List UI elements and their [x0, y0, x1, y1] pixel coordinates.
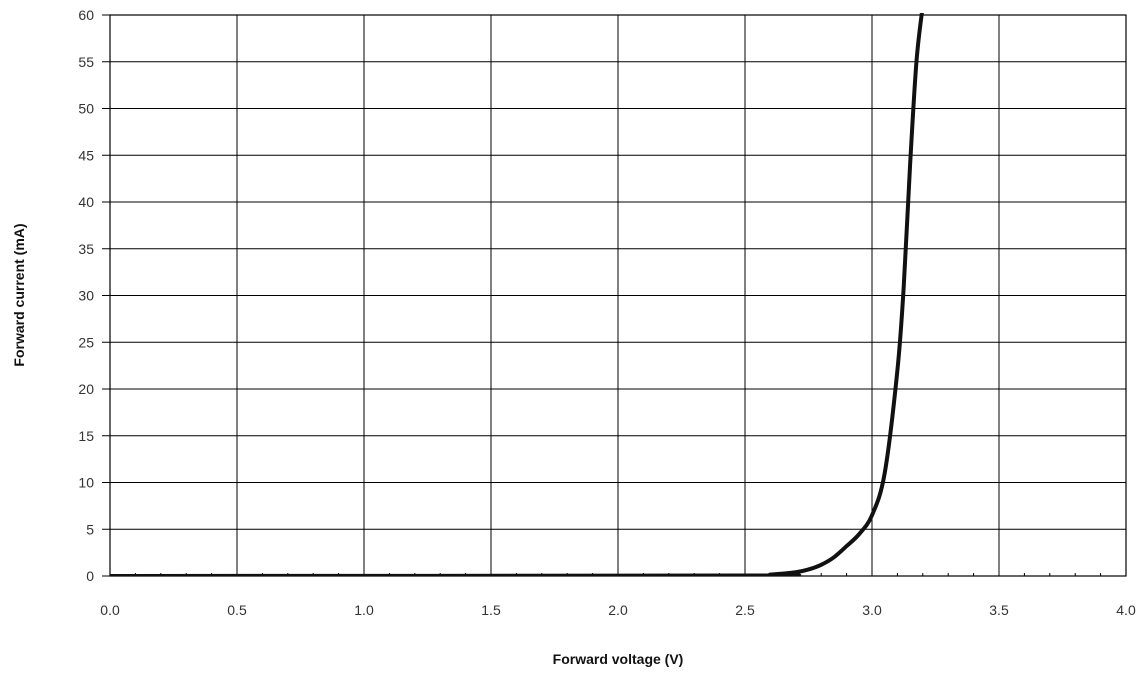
y-axis-title: Forward current (mA) — [11, 223, 27, 366]
y-tick-label: 10 — [78, 475, 94, 491]
y-tick-label: 50 — [78, 101, 94, 117]
y-tick-label: 20 — [78, 381, 94, 397]
y-tick-label: 5 — [86, 521, 94, 537]
x-tick-label: 0.5 — [227, 602, 247, 618]
y-tick-label: 55 — [78, 54, 94, 70]
y-tick-label: 45 — [78, 147, 94, 163]
series-line-0 — [110, 13, 924, 576]
x-tick-label: 4.0 — [1116, 602, 1136, 618]
x-tick-label: 3.0 — [862, 602, 882, 618]
x-tick-label: 2.5 — [735, 602, 755, 618]
y-tick-labels: 0 5 10 15 20 25 30 35 40 45 50 55 60 — [78, 7, 94, 584]
y-tick-label: 15 — [78, 428, 94, 444]
y-tick-label: 0 — [86, 568, 94, 584]
x-axis-title: Forward voltage (V) — [553, 651, 684, 667]
x-tick-label: 1.5 — [481, 602, 501, 618]
y-tick-label: 30 — [78, 288, 94, 304]
y-tick-label: 35 — [78, 241, 94, 257]
y-tick-label: 60 — [78, 7, 94, 23]
x-tick-labels: 0.0 0.5 1.0 1.5 2.0 2.5 3.0 3.5 4.0 — [100, 602, 1136, 618]
series-layer — [110, 13, 924, 576]
y-tick-label: 25 — [78, 334, 94, 350]
x-tick-label: 3.5 — [989, 602, 1009, 618]
x-tick-label: 2.0 — [608, 602, 628, 618]
grid-lines — [110, 15, 1126, 576]
y-tick-label: 40 — [78, 194, 94, 210]
x-tick-label: 1.0 — [354, 602, 374, 618]
x-tick-label: 0.0 — [100, 602, 120, 618]
